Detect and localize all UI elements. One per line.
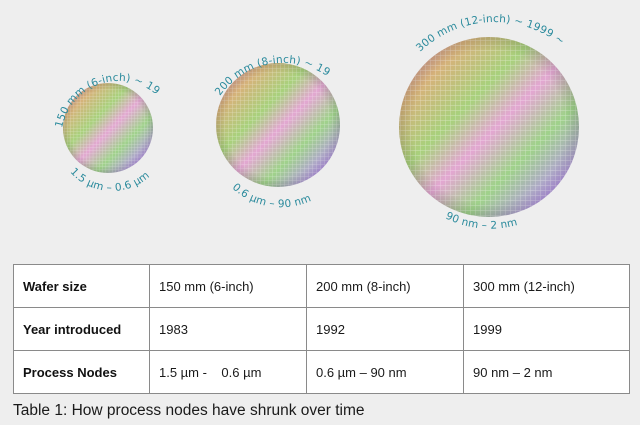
wafer-illustration: 150 mm (6-inch) ~ 1983 ~ 1.5 µm – 0.6 µm… — [0, 0, 579, 232]
wafer-spec-table: Wafer size 150 mm (6-inch) 200 mm (8-inc… — [13, 264, 630, 394]
table-cell: 200 mm (8-inch) — [306, 264, 464, 308]
wafer-300mm — [399, 37, 579, 217]
table-cell: 1983 — [149, 307, 307, 351]
wafer-200mm — [216, 63, 340, 187]
row-header: Process Nodes — [13, 350, 150, 394]
table-cell: 1.5 µm - 0.6 µm — [149, 350, 307, 394]
table-row-year-introduced: Year introduced 1983 1992 1999 — [13, 307, 630, 351]
table-row-process-nodes: Process Nodes 1.5 µm - 0.6 µm 0.6 µm – 9… — [13, 350, 630, 394]
table-caption: Table 1: How process nodes have shrunk o… — [13, 402, 365, 419]
table-cell: 300 mm (12-inch) — [463, 264, 630, 308]
table-row-wafer-size: Wafer size 150 mm (6-inch) 200 mm (8-inc… — [13, 264, 630, 308]
row-header: Wafer size — [13, 264, 150, 308]
row-header: Year introduced — [13, 307, 150, 351]
table-cell: 0.6 µm – 90 nm — [306, 350, 464, 394]
table-cell: 1992 — [306, 307, 464, 351]
table-cell: 150 mm (6-inch) — [149, 264, 307, 308]
table-cell: 1999 — [463, 307, 630, 351]
wafer-150mm — [63, 83, 153, 173]
table-cell: 90 nm – 2 nm — [463, 350, 630, 394]
